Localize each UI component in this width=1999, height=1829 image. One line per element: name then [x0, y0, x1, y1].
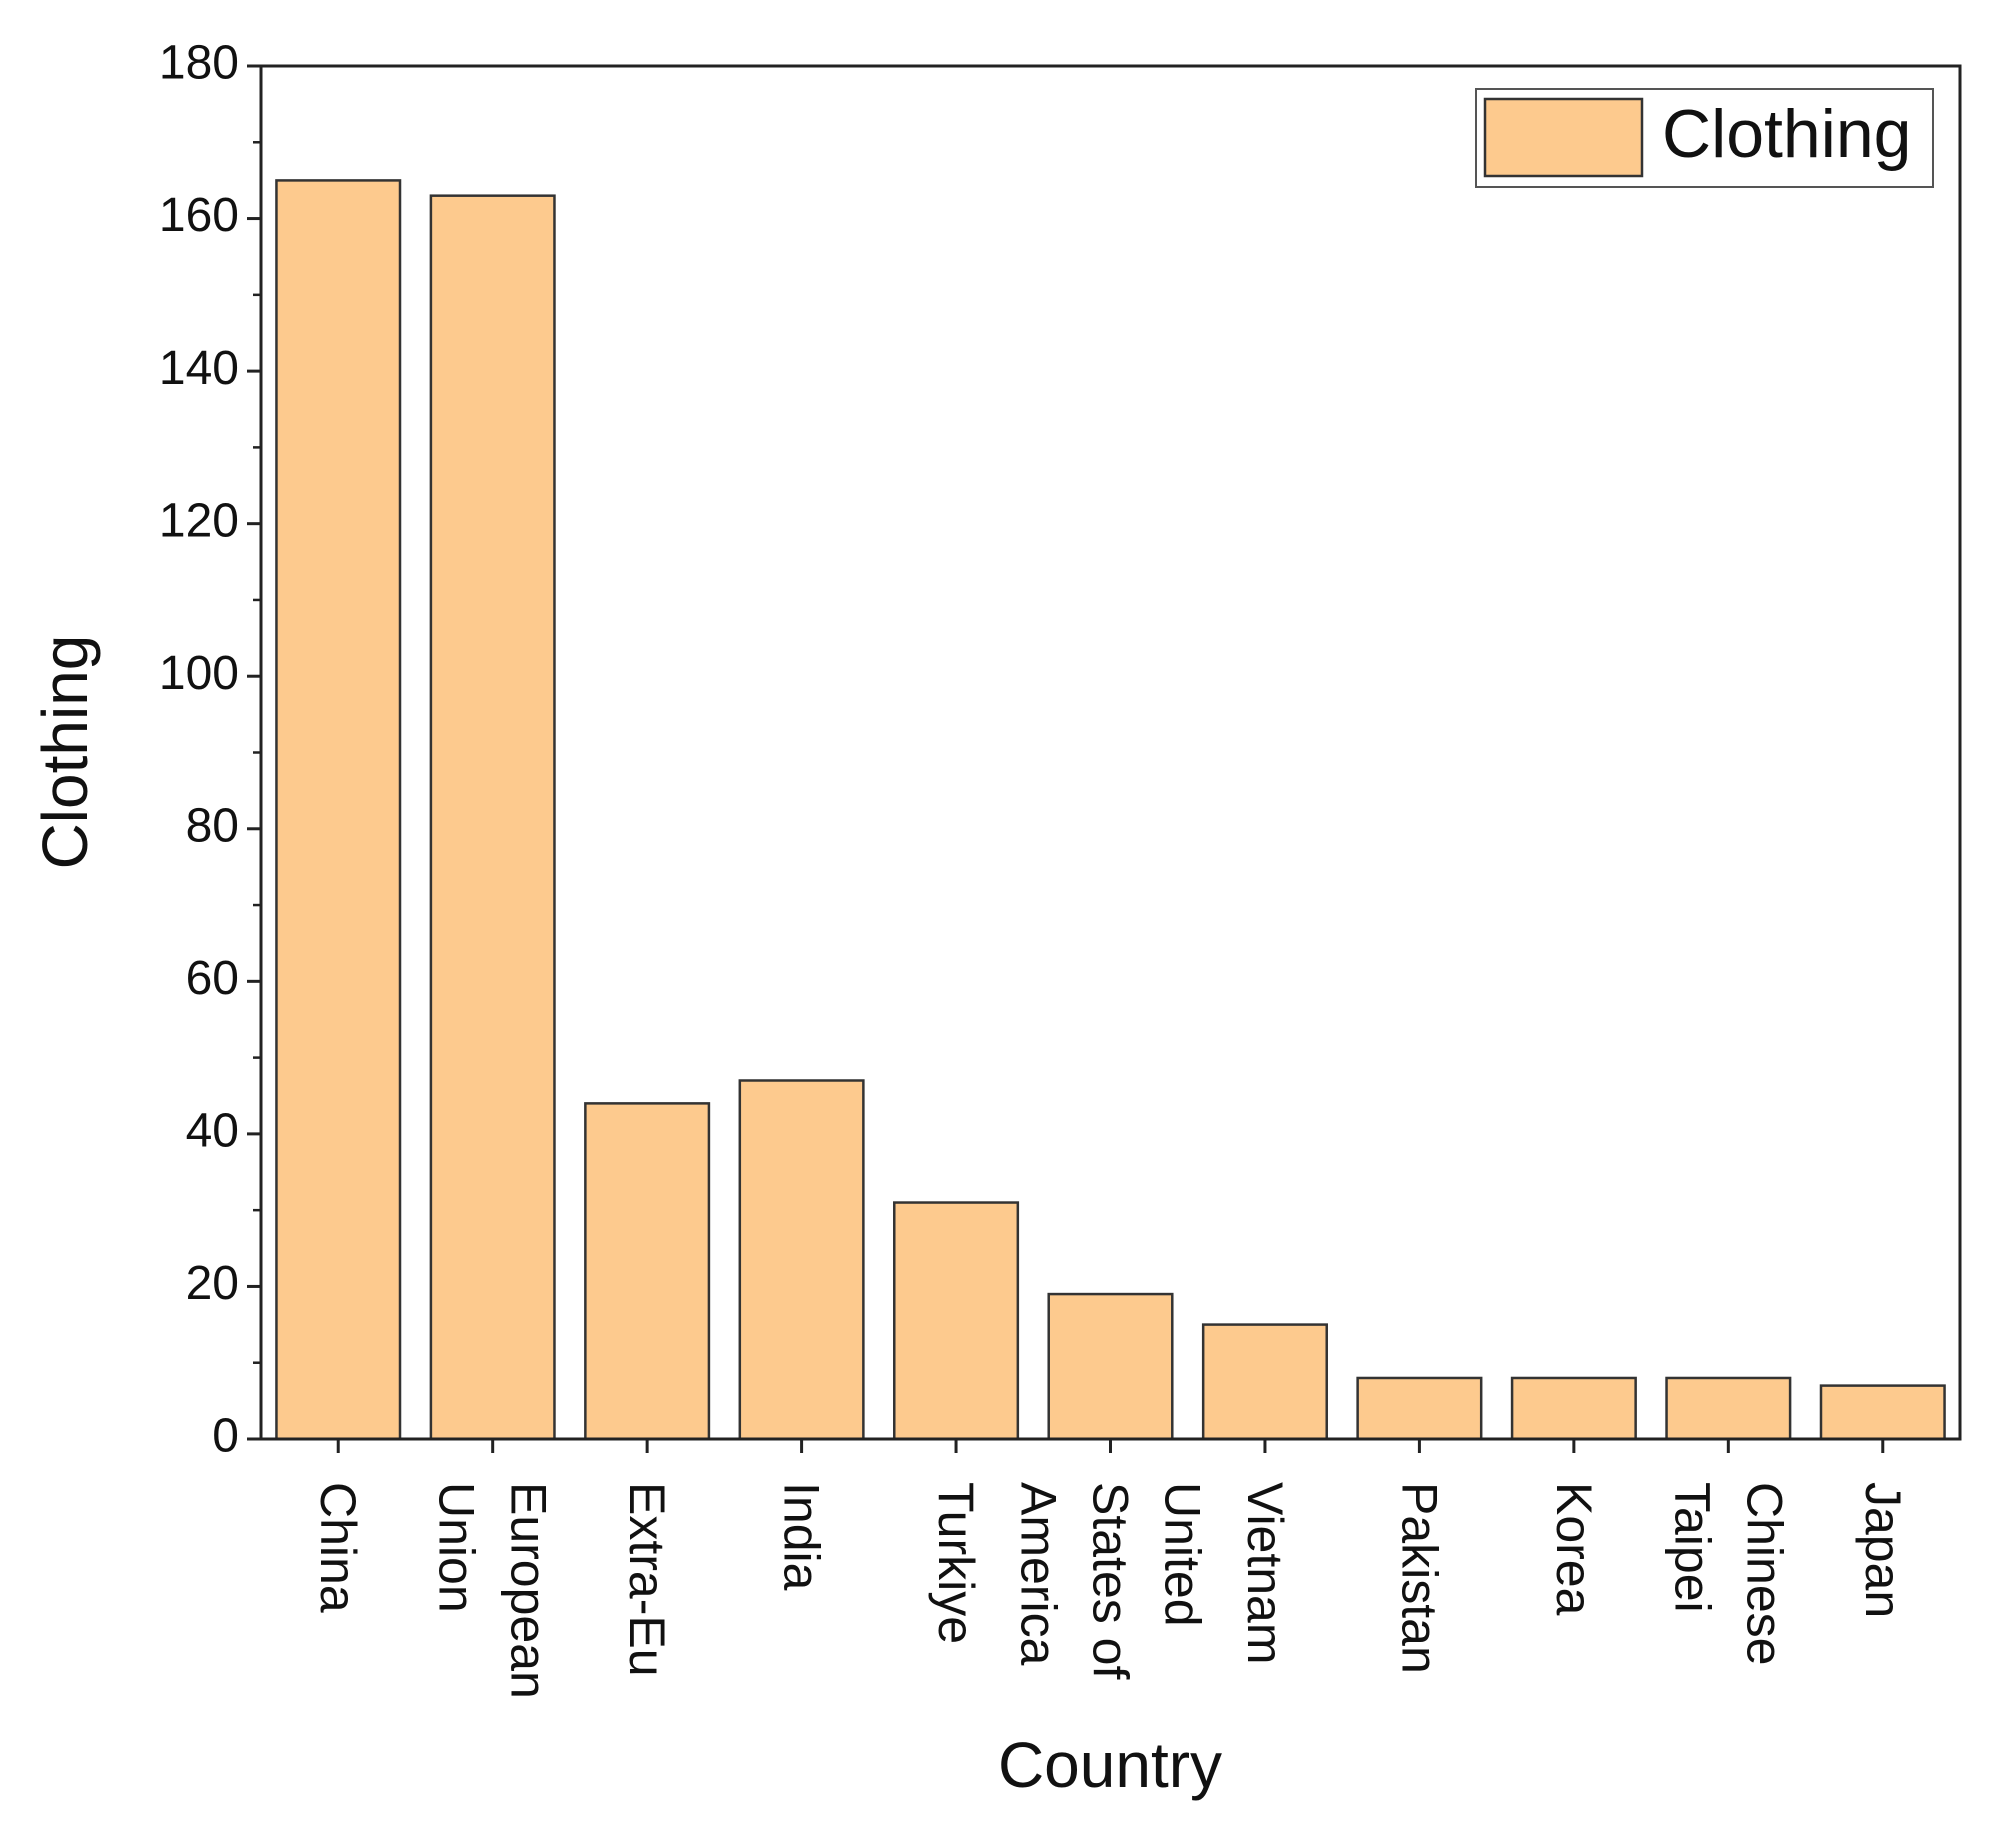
- y-tick-label: 20: [186, 1257, 239, 1310]
- bar: [1356, 1376, 1483, 1441]
- bar: [584, 1102, 711, 1441]
- x-tick-label: Korea: [1546, 1482, 1602, 1616]
- x-tick-label: India: [774, 1482, 830, 1591]
- y-tick-label: 120: [159, 494, 239, 547]
- y-tick-label: 160: [159, 189, 239, 242]
- x-tick-label: Turkiye: [928, 1482, 984, 1644]
- plot-frame: [259, 64, 1962, 1441]
- y-tick-label: 60: [186, 952, 239, 1005]
- bar: [1201, 1323, 1328, 1441]
- bar: [738, 1079, 865, 1441]
- x-tick-label: Vietnam: [1237, 1482, 1293, 1665]
- bar: [1819, 1384, 1946, 1441]
- y-tick-label: 100: [159, 647, 239, 700]
- x-tick-label: China: [310, 1482, 366, 1613]
- bar: [893, 1201, 1020, 1441]
- x-tick-label: Pakistan: [1391, 1482, 1447, 1674]
- y-tick-label: 80: [186, 799, 239, 852]
- x-tick-label: Japan: [1855, 1482, 1911, 1618]
- bar: [429, 194, 556, 1441]
- bar: [275, 179, 402, 1441]
- x-tick-label: United States of America: [1011, 1482, 1211, 1693]
- x-tick-label: Chinese Taipei: [1664, 1482, 1792, 1679]
- y-tick-label: 0: [212, 1410, 239, 1463]
- legend-swatch: [1483, 97, 1644, 178]
- x-tick-label: European Union: [429, 1482, 557, 1713]
- y-tick-label: 40: [186, 1105, 239, 1158]
- y-tick-label: 140: [159, 342, 239, 395]
- bar: [1047, 1292, 1174, 1441]
- bar: [1510, 1376, 1637, 1441]
- y-axis-title: Clothing: [29, 635, 101, 870]
- legend-label: Clothing: [1662, 96, 1912, 172]
- y-tick-label: 180: [159, 37, 239, 90]
- bar: [1665, 1376, 1792, 1441]
- x-tick-label: Extra-Eu: [619, 1482, 675, 1677]
- x-axis-title: Country: [998, 1729, 1222, 1801]
